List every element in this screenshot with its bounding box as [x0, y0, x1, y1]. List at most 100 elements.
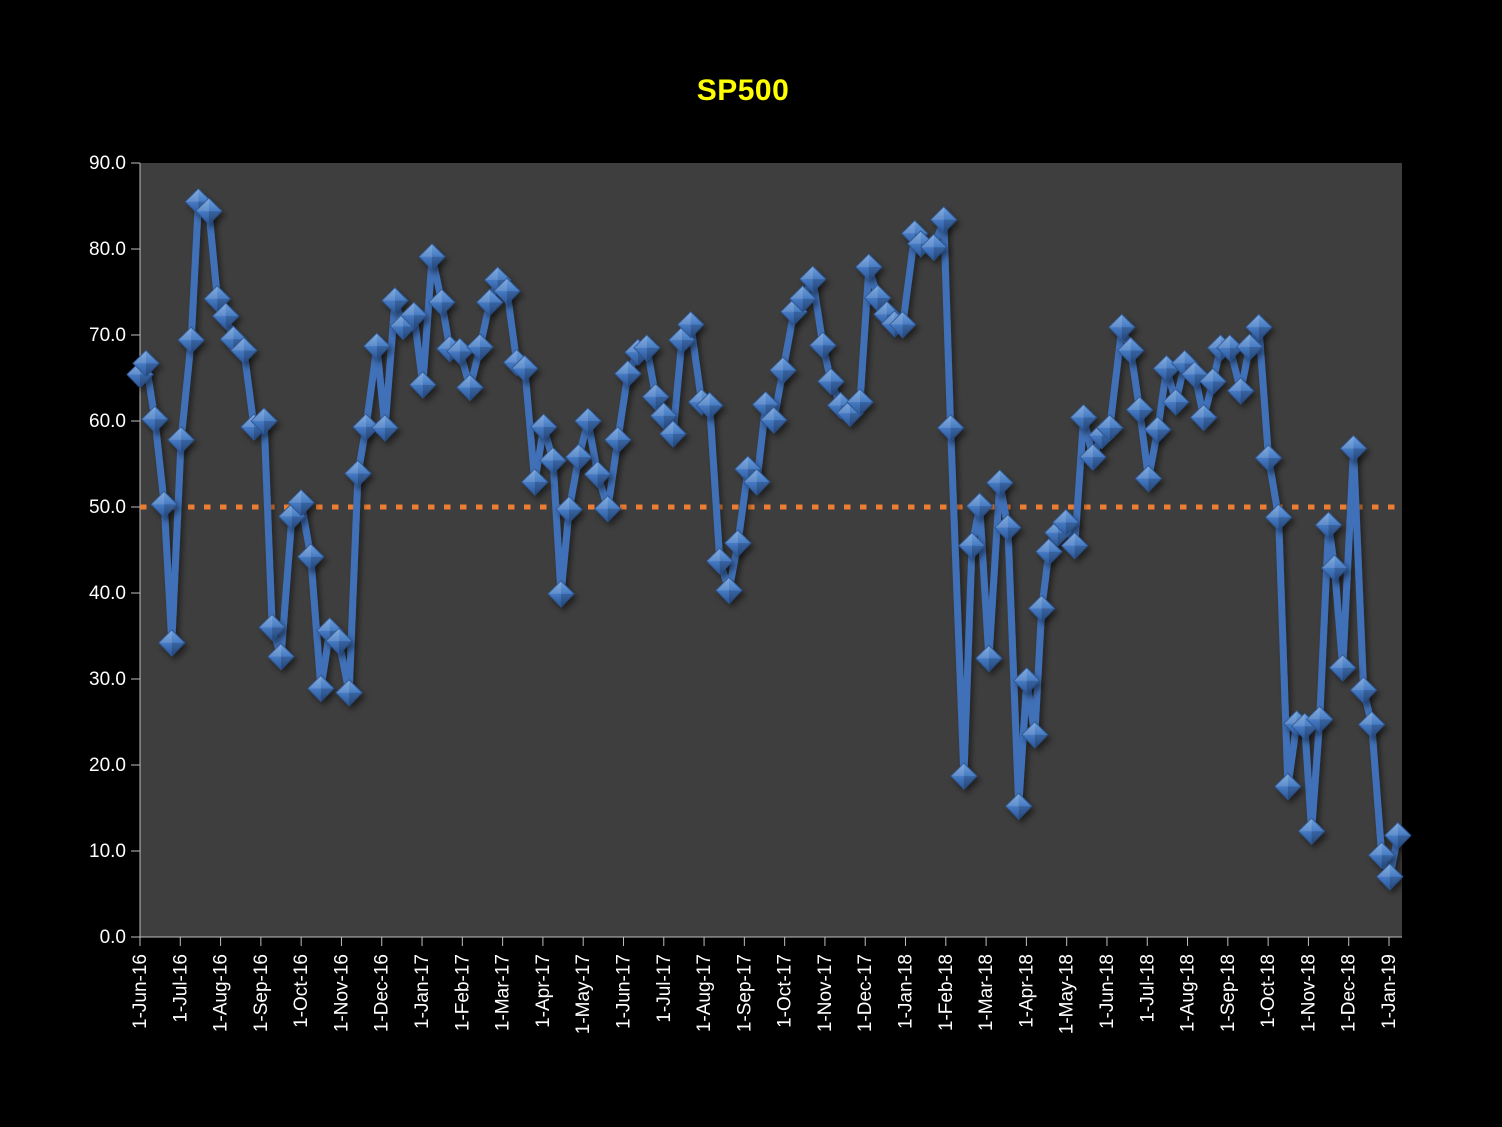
marker-highlight-facet	[539, 447, 553, 461]
marker-shade-facet	[561, 593, 575, 607]
marker-highlight-facet	[836, 400, 850, 414]
x-axis-tick-label: 1-Dec-18	[1339, 954, 1360, 1032]
marker-highlight-facet	[958, 532, 972, 546]
marker-shade-facet	[384, 427, 398, 441]
marker-highlight-facet	[1245, 314, 1259, 328]
marker-highlight-facet	[1350, 677, 1364, 691]
marker-shade-facet	[422, 384, 436, 398]
marker-shade-facet	[1139, 409, 1153, 423]
marker-shade-facet	[1229, 347, 1243, 361]
x-axis-tick-label: 1-Feb-17	[452, 954, 473, 1031]
marker-highlight-facet	[1274, 773, 1288, 787]
marker-shade-facet	[489, 302, 503, 316]
marker-highlight-facet	[1216, 334, 1230, 348]
marker-highlight-facet	[1126, 396, 1140, 410]
marker-shade-facet	[1258, 327, 1272, 341]
marker-highlight-facet	[642, 383, 656, 397]
marker-shade-facet	[663, 415, 677, 429]
x-axis-tick-label: 1-Dec-17	[855, 954, 876, 1032]
marker-shade-facet	[459, 351, 473, 365]
marker-highlight-facet	[1181, 361, 1195, 375]
marker-highlight-facet	[1340, 435, 1354, 449]
marker-highlight-facet	[920, 234, 934, 248]
x-axis-tick-label: 1-Nov-18	[1298, 954, 1319, 1032]
marker-highlight-facet	[307, 675, 321, 689]
x-axis-tick-label: 1-Mar-17	[493, 954, 514, 1031]
marker-shade-facet	[1041, 608, 1055, 622]
marker-shade-facet	[1057, 532, 1071, 546]
marker-shade-facet	[1353, 448, 1367, 462]
marker-highlight-facet	[743, 469, 757, 483]
x-axis-tick-label: 1-May-17	[573, 954, 594, 1034]
marker-shade-facet	[673, 433, 687, 447]
marker-highlight-facet	[259, 614, 273, 628]
marker-shade-facet	[171, 642, 185, 656]
x-axis-tick-label: 1-Jan-17	[412, 954, 433, 1029]
marker-highlight-facet	[780, 298, 794, 312]
x-axis-tick-label: 1-Sep-16	[251, 954, 272, 1032]
marker-shade-facet	[1074, 545, 1088, 559]
marker-highlight-facet	[297, 543, 311, 557]
marker-shade-facet	[588, 421, 602, 434]
y-axis-tick-label: 70.0	[89, 325, 126, 346]
y-axis-tick-label: 20.0	[89, 755, 126, 776]
marker-highlight-facet	[251, 408, 265, 421]
marker-highlight-facet	[668, 327, 682, 341]
marker-shade-facet	[1034, 734, 1048, 748]
marker-highlight-facet	[503, 349, 517, 363]
marker-shade-facet	[933, 247, 947, 261]
marker-highlight-facet	[889, 311, 903, 325]
marker-shade-facet	[859, 402, 873, 416]
marker-shade-facet	[154, 419, 168, 433]
marker-shade-facet	[1048, 551, 1062, 565]
x-axis-tick-label: 1-Sep-18	[1218, 954, 1239, 1032]
marker-shade-facet	[802, 298, 816, 312]
marker-shade-facet	[1319, 719, 1333, 733]
marker-highlight-facet	[288, 489, 302, 503]
marker-shade-facet	[1007, 527, 1021, 541]
marker-highlight-facet	[650, 402, 664, 416]
marker-shade-facet	[1311, 831, 1325, 845]
marker-highlight-facet	[336, 679, 350, 693]
marker-highlight-facet	[400, 302, 414, 316]
marker-shade-facet	[617, 439, 631, 453]
x-axis-tick-label: 1-Jun-16	[130, 954, 151, 1029]
marker-highlight-facet	[390, 313, 404, 327]
x-axis-tick-label: 1-Nov-16	[331, 954, 352, 1032]
marker-shade-facet	[737, 543, 751, 557]
marker-shade-facet	[783, 370, 797, 384]
marker-shade-facet	[181, 439, 195, 453]
marker-shade-facet	[264, 421, 278, 434]
marker-shade-facet	[191, 340, 205, 354]
marker-shade-facet	[534, 482, 548, 496]
y-axis-tick-label: 80.0	[89, 239, 126, 260]
marker-highlight-facet	[1358, 711, 1372, 725]
marker-shade-facet	[1026, 680, 1040, 694]
marker-shade-facet	[1268, 457, 1282, 471]
marker-highlight-facet	[799, 266, 813, 280]
marker-shade-facet	[729, 590, 743, 604]
marker-shade-facet	[719, 561, 733, 575]
marker-highlight-facet	[494, 278, 508, 292]
marker-highlight-facet	[1117, 337, 1131, 351]
marker-highlight-facet	[760, 407, 774, 421]
marker-shade-facet	[655, 396, 669, 410]
marker-shade-facet	[1065, 522, 1079, 536]
marker-highlight-facet	[809, 332, 823, 346]
marker-highlight-facet	[548, 580, 562, 594]
marker-highlight-facet	[436, 335, 450, 349]
marker-shade-facet	[1397, 835, 1411, 849]
marker-highlight-facet	[456, 374, 470, 388]
x-axis-tick-label: 1-Feb-18	[936, 954, 957, 1031]
marker-shade-facet	[1381, 855, 1395, 869]
marker-highlight-facet	[363, 333, 377, 347]
marker-shade-facet	[950, 427, 964, 441]
marker-shade-facet	[1240, 390, 1254, 404]
marker-highlight-facet	[1329, 654, 1343, 668]
marker-shade-facet	[432, 256, 446, 270]
marker-shade-facet	[943, 219, 957, 233]
marker-highlight-facet	[1070, 404, 1084, 418]
marker-highlight-facet	[688, 389, 702, 403]
marker-highlight-facet	[677, 311, 691, 325]
